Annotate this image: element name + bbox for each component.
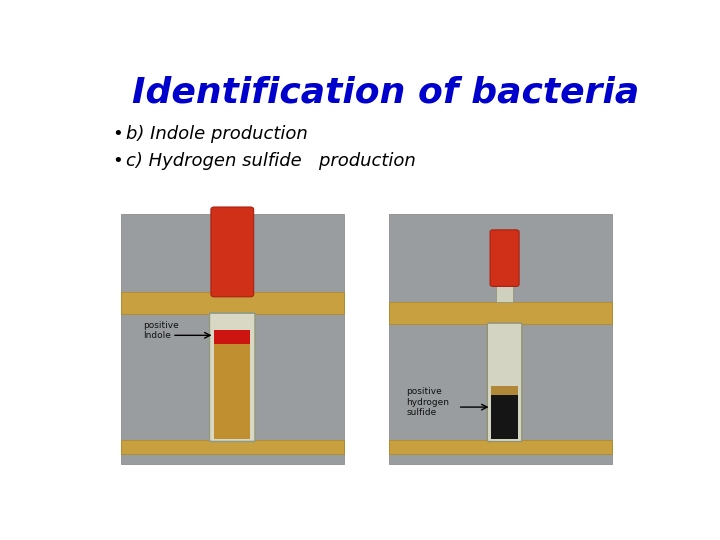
FancyBboxPatch shape	[210, 313, 255, 442]
Bar	[496, 282, 513, 302]
FancyBboxPatch shape	[490, 230, 519, 286]
Bar	[492, 395, 518, 439]
FancyBboxPatch shape	[487, 323, 522, 442]
Bar	[121, 292, 344, 314]
FancyBboxPatch shape	[211, 207, 253, 297]
Text: •: •	[112, 125, 123, 143]
Text: b) Indole production: b) Indole production	[126, 125, 308, 143]
Text: c) Hydrogen sulfide   production: c) Hydrogen sulfide production	[126, 152, 416, 170]
Bar	[121, 214, 344, 464]
Bar	[492, 386, 518, 395]
Bar	[389, 214, 612, 464]
Text: •: •	[112, 152, 123, 170]
Bar	[121, 440, 344, 454]
Bar	[389, 440, 612, 454]
Text: positive
hydrogen
sulfide: positive hydrogen sulfide	[406, 387, 449, 417]
Text: Identification of bacteria: Identification of bacteria	[132, 75, 639, 109]
Bar	[215, 330, 250, 343]
Bar	[389, 302, 612, 324]
Text: positive
Indole: positive Indole	[143, 321, 179, 340]
Bar	[215, 340, 250, 439]
